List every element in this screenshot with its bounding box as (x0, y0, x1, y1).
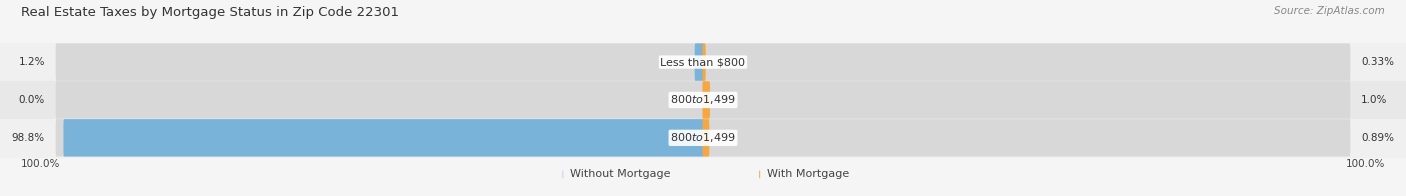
Text: Less than $800: Less than $800 (661, 57, 745, 67)
FancyBboxPatch shape (56, 43, 1350, 81)
Text: With Mortgage: With Mortgage (768, 169, 849, 180)
Text: Source: ZipAtlas.com: Source: ZipAtlas.com (1274, 6, 1385, 16)
Text: 1.0%: 1.0% (1361, 95, 1388, 105)
FancyBboxPatch shape (703, 81, 710, 119)
Bar (0, 119, 1406, 157)
FancyBboxPatch shape (56, 119, 1350, 157)
Text: Without Mortgage: Without Mortgage (571, 169, 671, 180)
Text: $800 to $1,499: $800 to $1,499 (671, 93, 735, 106)
FancyBboxPatch shape (703, 119, 709, 157)
FancyBboxPatch shape (63, 119, 703, 157)
Text: 100.0%: 100.0% (21, 159, 60, 169)
Text: 0.0%: 0.0% (18, 95, 45, 105)
FancyBboxPatch shape (703, 43, 706, 81)
Bar (0, 43, 1406, 81)
Text: $800 to $1,499: $800 to $1,499 (671, 131, 735, 144)
Text: 0.33%: 0.33% (1361, 57, 1393, 67)
Bar (0, 81, 1406, 119)
Text: 0.89%: 0.89% (1361, 133, 1393, 143)
FancyBboxPatch shape (56, 81, 1350, 119)
Text: Real Estate Taxes by Mortgage Status in Zip Code 22301: Real Estate Taxes by Mortgage Status in … (21, 6, 399, 19)
FancyBboxPatch shape (695, 43, 703, 81)
Text: 100.0%: 100.0% (1346, 159, 1385, 169)
Text: 98.8%: 98.8% (11, 133, 45, 143)
Text: 1.2%: 1.2% (18, 57, 45, 67)
